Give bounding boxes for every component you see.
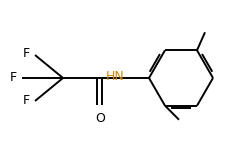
Text: F: F: [23, 47, 30, 60]
Text: F: F: [23, 95, 30, 108]
Text: HN: HN: [106, 71, 124, 84]
Text: F: F: [10, 71, 17, 84]
Text: O: O: [95, 112, 104, 125]
